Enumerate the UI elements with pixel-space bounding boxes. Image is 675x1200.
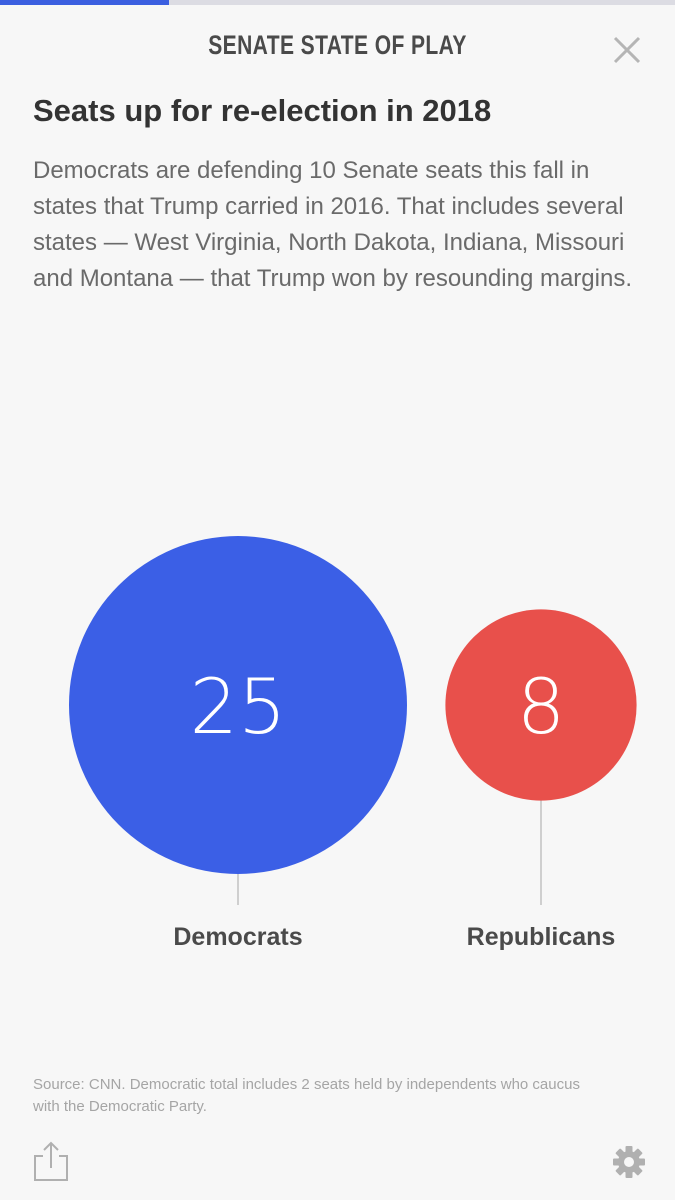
share-button[interactable]	[33, 1140, 69, 1182]
bubble-democrats	[69, 536, 407, 874]
source-note: Source: CNN. Democratic total includes 2…	[33, 1076, 580, 1115]
value-label-democrats: 25	[190, 662, 287, 751]
share-icon	[34, 1141, 68, 1181]
dek-text: Democrats are defending 10 Senate seats …	[33, 157, 632, 292]
settings-button[interactable]	[612, 1145, 646, 1179]
headline: Seats up for re-election in 2018	[33, 93, 492, 128]
value-label-republicans: 8	[517, 662, 565, 751]
bubble-republicans	[445, 609, 637, 801]
category-label-democrats: Democrats	[173, 923, 302, 951]
header-title: SENATE STATE OF PLAY	[208, 30, 467, 60]
close-button[interactable]	[609, 32, 645, 68]
close-icon	[613, 36, 641, 64]
category-label-republicans: Republicans	[467, 923, 616, 951]
gear-icon	[613, 1146, 645, 1178]
progress-fill	[0, 0, 169, 5]
bubble-chart: 25 Democrats 8 Republicans	[69, 536, 637, 951]
progress-bar	[0, 0, 675, 5]
